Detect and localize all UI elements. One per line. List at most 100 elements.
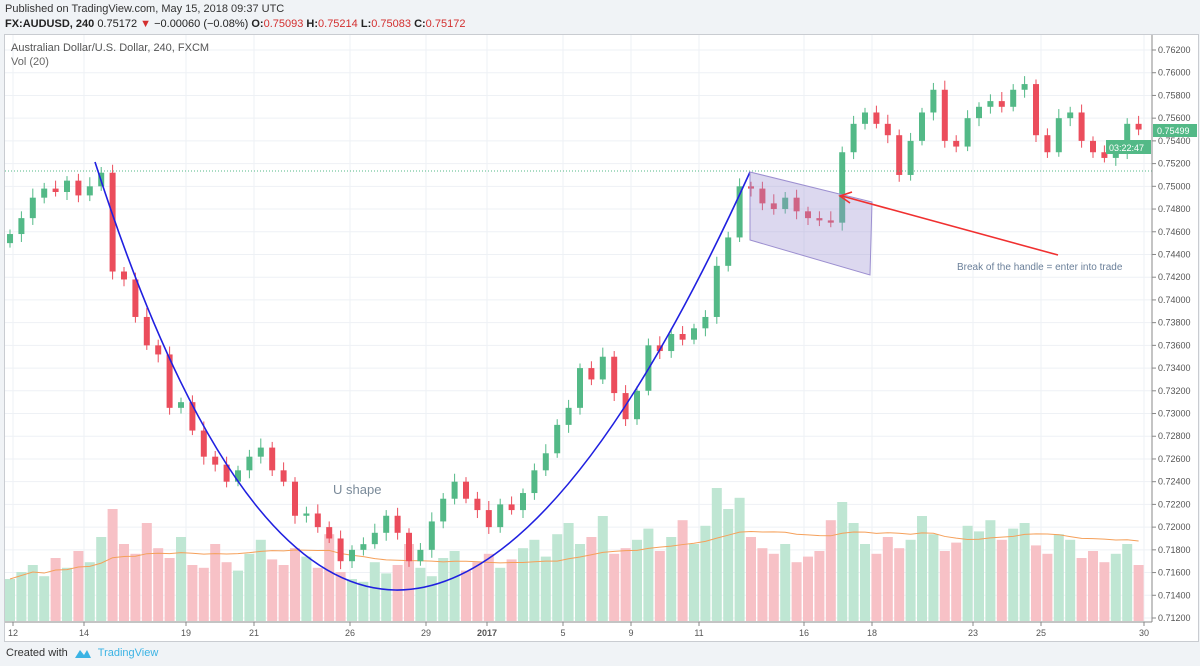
candle-body xyxy=(1124,123,1131,153)
y-tick-label: 0.74400 xyxy=(1158,249,1191,259)
volume-bar xyxy=(119,544,129,621)
candle-body xyxy=(1044,135,1051,153)
y-tick-label: 0.71200 xyxy=(1158,613,1191,623)
candle-body xyxy=(793,197,800,212)
y-tick-label: 0.75800 xyxy=(1158,90,1191,100)
volume-bar xyxy=(495,567,506,621)
volume-bar xyxy=(381,573,392,621)
volume-bar xyxy=(96,537,107,621)
x-tick-label: 29 xyxy=(421,628,431,638)
candle-body xyxy=(212,456,219,465)
candle-body xyxy=(987,101,994,107)
volume-bar xyxy=(643,528,654,621)
candle-body xyxy=(371,532,378,545)
volume-bar xyxy=(575,544,585,621)
candle-body xyxy=(748,186,754,189)
y-tick-label: 0.72600 xyxy=(1158,454,1191,464)
volume-bar xyxy=(301,556,312,621)
volume-bar xyxy=(1053,534,1064,621)
volume-bar xyxy=(597,516,608,621)
symbol-info: FX:AUDUSD, 240 0.75172 ▼ −0.00060 (−0.08… xyxy=(5,18,465,30)
candle-body xyxy=(360,544,367,550)
x-tick-label: 18 xyxy=(867,628,877,638)
y-tick-label: 0.75000 xyxy=(1158,181,1191,191)
volume-legend: Vol (20) xyxy=(11,56,49,68)
candle-body xyxy=(1055,118,1062,153)
candle-body xyxy=(634,390,640,420)
volume-bar xyxy=(347,579,357,621)
candle-body xyxy=(428,521,435,550)
volume-bar xyxy=(791,562,802,621)
candle-body xyxy=(292,481,298,516)
volume-bar xyxy=(825,520,836,621)
y-tick-label: 0.72400 xyxy=(1158,477,1191,487)
candle-body xyxy=(86,186,93,196)
volume-bar xyxy=(723,509,734,621)
x-tick-label: 5 xyxy=(560,628,565,638)
volume-bar xyxy=(757,548,768,621)
y-tick-label: 0.75400 xyxy=(1158,136,1191,146)
candle-body xyxy=(75,180,82,196)
candle-body xyxy=(394,515,401,533)
open-value: 0.75093 xyxy=(263,18,304,30)
candle-body xyxy=(64,180,70,192)
candle-body xyxy=(109,172,116,272)
candle-body xyxy=(246,456,253,471)
candle-body xyxy=(736,186,743,238)
x-tick-label: 26 xyxy=(345,628,355,638)
volume-bar xyxy=(164,558,175,621)
volume-bar xyxy=(768,553,779,621)
volume-bar xyxy=(803,556,813,621)
x-tick-label: 21 xyxy=(249,628,259,638)
countdown-badge xyxy=(1106,140,1151,154)
volume-bar xyxy=(267,559,278,621)
y-tick-label: 0.76200 xyxy=(1158,45,1191,55)
candle-body xyxy=(314,513,321,528)
candle-body xyxy=(976,106,982,119)
last-price-badge-text: 0.75499 xyxy=(1157,126,1190,136)
last-price: 0.75172 xyxy=(97,18,138,30)
y-tick-label: 0.73000 xyxy=(1158,409,1191,419)
y-tick-label: 0.73400 xyxy=(1158,363,1191,373)
y-tick-label: 0.75200 xyxy=(1158,159,1191,169)
volume-bar xyxy=(746,537,756,621)
candle-body xyxy=(417,549,424,562)
created-with-text: Created with xyxy=(6,647,68,659)
volume-bar xyxy=(666,537,677,621)
y-tick-label: 0.76000 xyxy=(1158,68,1191,78)
volume-bar xyxy=(1133,565,1144,621)
y-tick-label: 0.72800 xyxy=(1158,431,1191,441)
volume-bar xyxy=(677,520,688,621)
volume-bar xyxy=(529,539,540,621)
candle-body xyxy=(1033,84,1039,136)
candle-body xyxy=(896,135,903,175)
candle-body xyxy=(383,515,390,533)
volume-bar xyxy=(780,544,791,621)
volume-bar xyxy=(438,558,449,621)
volume-bar xyxy=(939,551,950,621)
volume-bar xyxy=(426,576,437,621)
candle-body xyxy=(850,123,857,153)
candle-body xyxy=(1135,123,1142,130)
candle-body xyxy=(520,493,526,511)
volume-bar xyxy=(711,488,722,621)
volume-bar xyxy=(324,534,335,621)
tradingview-link[interactable]: TradingView xyxy=(97,647,159,659)
candle-body xyxy=(508,504,515,511)
candle-body xyxy=(303,513,310,516)
x-tick-label: 30 xyxy=(1139,628,1149,638)
price-axis: 0.76200 0.76000 0.75800 0.75600 0.75400 0.752… xyxy=(1152,45,1191,623)
volume-bar xyxy=(586,537,597,621)
candle-body xyxy=(554,424,561,454)
candle-body xyxy=(1010,89,1017,107)
countdown-text: 03:22:47 xyxy=(1109,143,1144,153)
volume-bar xyxy=(84,562,95,621)
candle-body xyxy=(178,402,184,408)
volume-bar xyxy=(917,516,927,621)
candle-body xyxy=(326,527,333,539)
candle-body xyxy=(930,89,937,113)
volume-bar xyxy=(871,553,882,621)
candle-body xyxy=(770,203,777,210)
volume-bar xyxy=(689,544,699,621)
